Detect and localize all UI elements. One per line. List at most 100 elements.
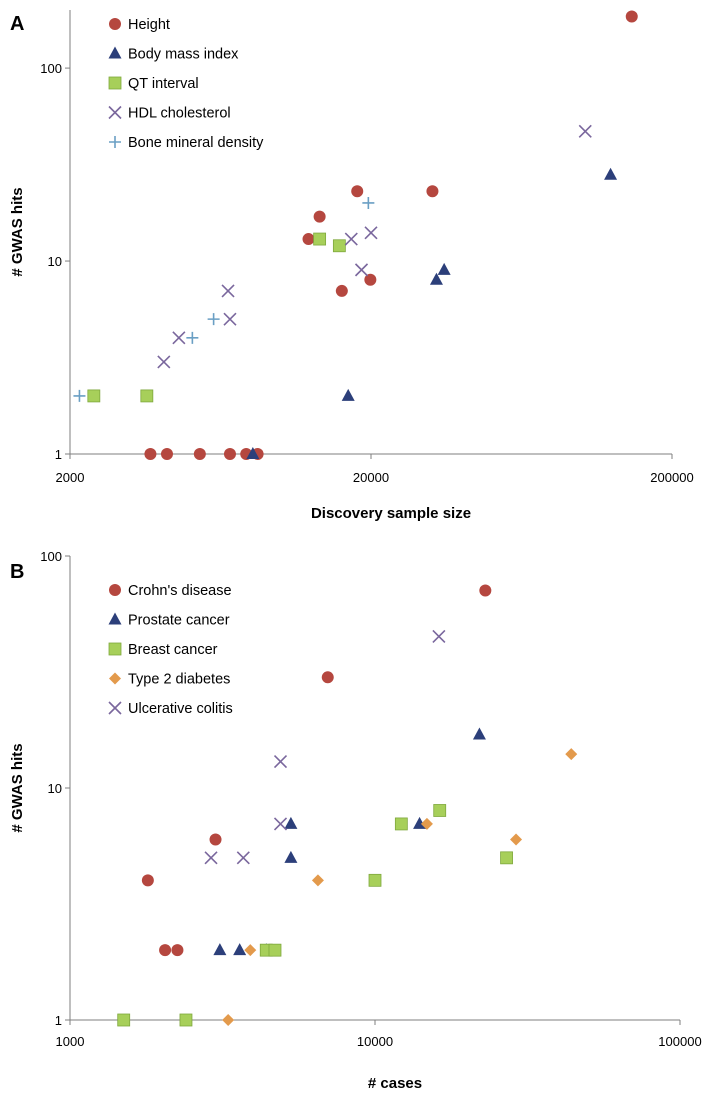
data-point (426, 185, 439, 198)
data-point (172, 331, 186, 345)
data-point (186, 331, 199, 344)
data-point (313, 210, 326, 223)
data-point (394, 817, 408, 831)
x-tick-label: 20000 (353, 470, 389, 485)
data-point (437, 262, 451, 275)
data-point (604, 167, 618, 180)
legend-entry-label: HDL cholesterol (128, 106, 231, 122)
data-point (236, 851, 250, 865)
legend-entry-label: QT interval (128, 76, 199, 92)
data-point (160, 448, 173, 460)
panel-label: A (10, 13, 24, 35)
data-point (141, 874, 154, 887)
y-tick-label: 100 (40, 61, 62, 76)
legend-entry-label: Bone mineral density (128, 135, 264, 151)
legend-marker (108, 612, 122, 625)
data-point (362, 196, 375, 209)
data-point (87, 389, 101, 403)
data-point (284, 816, 298, 829)
data-point (351, 185, 364, 198)
data-point (140, 389, 154, 403)
data-point (625, 10, 638, 23)
x-tick-label: 10000 (357, 1034, 393, 1049)
legend-entry-label: Crohn's disease (128, 583, 232, 599)
data-point (364, 226, 378, 240)
legend-marker (108, 76, 122, 90)
data-point (204, 851, 218, 865)
panel-b: B 1 10 100 1000 10000 100000 # cases # G… (9, 549, 702, 1092)
legend-marker (109, 136, 121, 148)
data-point (73, 389, 86, 402)
data-point (472, 727, 486, 740)
y-tick-label: 1 (55, 447, 62, 462)
legend-entry-label: Type 2 diabetes (128, 672, 230, 688)
y-tick-label: 100 (40, 549, 62, 564)
y-tick-label: 10 (48, 781, 62, 796)
y-tick-label: 10 (48, 254, 62, 269)
data-point (144, 448, 157, 460)
data-point (413, 816, 427, 829)
data-point (284, 850, 298, 863)
x-tick-label: 1000 (56, 1034, 85, 1049)
data-point (344, 232, 358, 246)
y-axis-title: # GWAS hits (9, 743, 26, 832)
legend-marker (108, 642, 122, 656)
data-point (500, 851, 513, 865)
data-point (332, 239, 346, 253)
legend-marker (109, 672, 121, 685)
data-point (233, 943, 247, 956)
legend-marker (109, 18, 121, 30)
data-point (368, 873, 382, 887)
legend-entry-label: Breast cancer (128, 642, 218, 658)
legend-marker (108, 701, 122, 715)
legend-marker (108, 46, 122, 59)
data-point (244, 944, 257, 957)
data-point (157, 355, 171, 369)
data-point (193, 448, 206, 460)
data-point (221, 284, 235, 298)
data-point (213, 943, 227, 956)
data-point (302, 233, 315, 246)
data-point (479, 584, 492, 597)
data-point (510, 833, 523, 846)
x-axis-title: # cases (368, 1075, 422, 1092)
data-point (565, 748, 578, 761)
x-tick-label: 200000 (650, 470, 693, 485)
data-point (159, 944, 172, 957)
panel-label: B (10, 561, 24, 583)
y-tick-label: 1 (55, 1013, 62, 1028)
data-point (313, 232, 327, 246)
data-point (429, 272, 443, 285)
data-point (311, 874, 324, 887)
data-point (273, 754, 288, 769)
data-point (420, 817, 433, 830)
data-point (354, 263, 369, 277)
data-point (117, 1013, 131, 1027)
x-tick-label: 2000 (56, 470, 85, 485)
data-point (341, 388, 355, 401)
panel-a: A 1 10 100 2000 20000 200000 Discovery s… (9, 10, 694, 522)
data-point (246, 447, 260, 459)
data-point (207, 313, 220, 326)
legend-entry-label: Body mass index (128, 47, 239, 63)
legend-entry-label: Ulcerative colitis (128, 701, 233, 717)
legend-entry-label: Prostate cancer (128, 613, 230, 629)
data-point (578, 124, 592, 138)
x-axis-title: Discovery sample size (311, 505, 471, 522)
legend-marker (109, 584, 121, 596)
data-point (432, 629, 446, 644)
data-point (209, 833, 222, 846)
data-point (171, 944, 184, 957)
data-point (364, 273, 377, 286)
data-point (321, 671, 334, 684)
legend-entry-label: Height (128, 17, 170, 33)
data-point (268, 943, 282, 957)
data-point (273, 817, 288, 831)
data-point (223, 312, 237, 326)
data-point (222, 1014, 235, 1026)
data-point (179, 1013, 193, 1027)
data-point (223, 448, 236, 460)
data-point (335, 284, 348, 297)
y-axis-title: # GWAS hits (9, 187, 26, 276)
